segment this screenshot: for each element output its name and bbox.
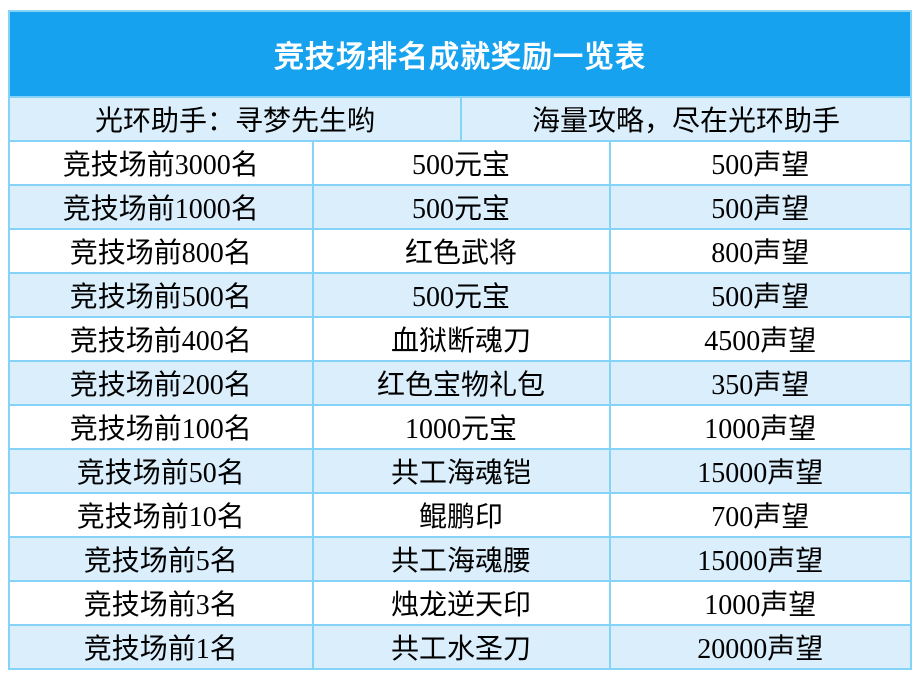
table-row: 竞技场前5名 共工海魂腰 15000声望 xyxy=(10,536,910,580)
reward-cell: 血狱断魂刀 xyxy=(311,318,609,360)
reputation-cell: 15000声望 xyxy=(608,450,911,492)
table-row: 竞技场前1名 共工水圣刀 20000声望 xyxy=(10,624,910,668)
reward-cell: 鲲鹏印 xyxy=(311,494,609,536)
rank-cell: 竞技场前10名 xyxy=(76,502,245,533)
table-row: 竞技场前3名 烛龙逆天印 1000声望 xyxy=(10,580,910,624)
rank-cell: 竞技场前1000名 xyxy=(62,194,259,225)
table-title: 竞技场排名成就奖励一览表 xyxy=(10,12,910,96)
rewards-table: 竞技场排名成就奖励一览表 光环助手：寻梦先生哟 海量攻略，尽在光环助手 竞技场前… xyxy=(8,10,912,670)
reward-cell: 红色宝物礼包 xyxy=(311,362,609,404)
reputation-cell: 20000声望 xyxy=(608,626,911,668)
table-row: 竞技场前10名 鲲鹏印 700声望 xyxy=(10,492,910,536)
reward-cell: 500元宝 xyxy=(311,142,609,184)
rank-cell: 竞技场前200名 xyxy=(69,370,252,401)
reputation-cell: 800声望 xyxy=(608,230,911,272)
table-row: 竞技场前800名 红色武将 800声望 xyxy=(10,228,910,272)
table-row: 竞技场前100名 1000元宝 1000声望 xyxy=(10,404,910,448)
reputation-cell: 350声望 xyxy=(608,362,911,404)
table-row: 竞技场前200名 红色宝物礼包 350声望 xyxy=(10,360,910,404)
rank-cell: 竞技场前400名 xyxy=(69,326,252,357)
rank-cell: 竞技场前3000名 xyxy=(62,150,259,181)
table-row: 竞技场前1000名 500元宝 500声望 xyxy=(10,184,910,228)
rank-cell: 竞技场前3名 xyxy=(83,590,238,621)
promo-row: 光环助手：寻梦先生哟 海量攻略，尽在光环助手 xyxy=(10,96,910,140)
reputation-cell: 1000声望 xyxy=(608,406,911,448)
reputation-cell: 500声望 xyxy=(608,274,911,316)
promo-left-label: 光环助手：寻梦先生哟 xyxy=(94,106,375,137)
reward-cell: 1000元宝 xyxy=(311,406,609,448)
rank-cell: 竞技场前50名 xyxy=(76,458,245,489)
reward-cell: 共工海魂腰 xyxy=(311,538,609,580)
rank-cell: 竞技场前800名 xyxy=(69,238,252,269)
reward-cell: 500元宝 xyxy=(311,186,609,228)
reward-cell: 烛龙逆天印 xyxy=(311,582,609,624)
reward-cell: 共工海魂铠 xyxy=(311,450,609,492)
reward-cell: 共工水圣刀 xyxy=(311,626,609,668)
rank-cell: 竞技场前5名 xyxy=(83,546,238,577)
rank-cell: 竞技场前500名 xyxy=(69,282,252,313)
rank-cell: 竞技场前1名 xyxy=(83,634,238,665)
reward-cell: 红色武将 xyxy=(311,230,609,272)
reputation-cell: 500声望 xyxy=(608,142,911,184)
reputation-cell: 700声望 xyxy=(608,494,911,536)
reputation-cell: 4500声望 xyxy=(608,318,911,360)
promo-right-label: 海量攻略，尽在光环助手 xyxy=(460,98,910,140)
table-row: 竞技场前500名 500元宝 500声望 xyxy=(10,272,910,316)
reputation-cell: 500声望 xyxy=(608,186,911,228)
reputation-cell: 1000声望 xyxy=(608,582,911,624)
table-row: 竞技场前400名 血狱断魂刀 4500声望 xyxy=(10,316,910,360)
rank-cell: 竞技场前100名 xyxy=(69,414,252,445)
reputation-cell: 15000声望 xyxy=(608,538,911,580)
table-row: 竞技场前50名 共工海魂铠 15000声望 xyxy=(10,448,910,492)
reward-cell: 500元宝 xyxy=(311,274,609,316)
table-row: 竞技场前3000名 500元宝 500声望 xyxy=(10,140,910,184)
